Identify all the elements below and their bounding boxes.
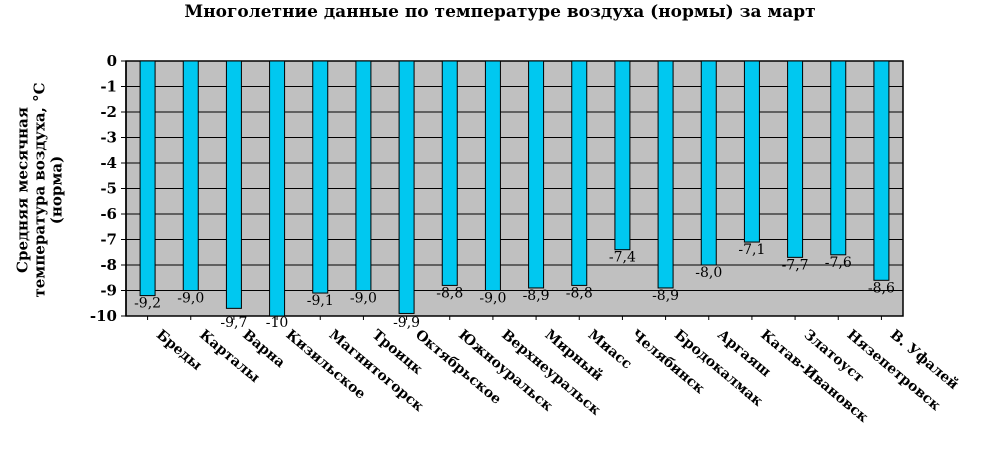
bar (700, 60, 717, 266)
data-label: -8,8 (436, 285, 463, 301)
data-label: -8,8 (566, 285, 593, 301)
data-label: -8,9 (652, 288, 679, 304)
y-tick-label: -10 (90, 307, 117, 325)
bars (139, 60, 890, 317)
bar (743, 60, 760, 243)
bar (312, 60, 329, 294)
x-category-label: Челябинск (628, 327, 708, 397)
data-label: -7,4 (609, 250, 636, 266)
y-tick-label: -5 (100, 180, 117, 198)
data-label: -7,1 (738, 242, 765, 258)
data-label: -9,7 (220, 315, 247, 331)
data-label: -9,0 (350, 291, 377, 307)
y-tick-label: -4 (100, 154, 117, 172)
bar (830, 60, 847, 256)
data-label: -7,6 (825, 255, 852, 271)
data-labels: -9,2 -9,0-9,7 -10-9,1 -9,0-9,9-8,8 -9,0 -8,9-… (134, 242, 895, 331)
y-tick-label: -1 (100, 78, 117, 96)
bar (398, 60, 415, 314)
bar (873, 60, 890, 281)
data-label: -8,6 (868, 280, 895, 296)
y-tick-label: -2 (100, 103, 117, 121)
bar (484, 60, 501, 291)
data-label: -9,9 (393, 315, 420, 331)
y-tick-label: -9 (100, 282, 117, 300)
grid-lines (126, 60, 903, 317)
x-axis: БредыКарталыВарнаКизильскоеМагнитогорскТ… (147, 316, 962, 426)
y-tick-label: 0 (107, 52, 117, 70)
y-tick-label: -6 (100, 205, 117, 223)
bar (571, 60, 588, 286)
bar (441, 60, 458, 286)
chart-title: Многолетние данные по температуре воздух… (184, 2, 816, 22)
data-label: -9,0 (479, 291, 506, 307)
data-label: -8,0 (695, 265, 722, 281)
bar (614, 60, 631, 251)
bar (225, 60, 242, 309)
y-axis: 0 -1 -2 -3 -4 -5 -6 -7 -8 -9 -10 (90, 52, 127, 325)
bar (355, 60, 372, 291)
bar (528, 60, 545, 289)
bar (657, 60, 674, 289)
bar (182, 60, 199, 291)
data-label: -9,0 (177, 291, 204, 307)
y-tick-label: -7 (100, 231, 117, 249)
data-label: -10 (266, 315, 289, 331)
x-category-label: Бреды (153, 327, 205, 374)
bar (269, 60, 286, 317)
data-label: -7,7 (782, 257, 809, 273)
bar (787, 60, 804, 258)
data-label: -9,2 (134, 296, 161, 312)
bar (139, 60, 156, 297)
data-label: -8,9 (523, 288, 550, 304)
y-tick-label: -3 (100, 129, 117, 147)
data-label: -9,1 (307, 293, 334, 309)
y-tick-label: -8 (100, 256, 117, 274)
